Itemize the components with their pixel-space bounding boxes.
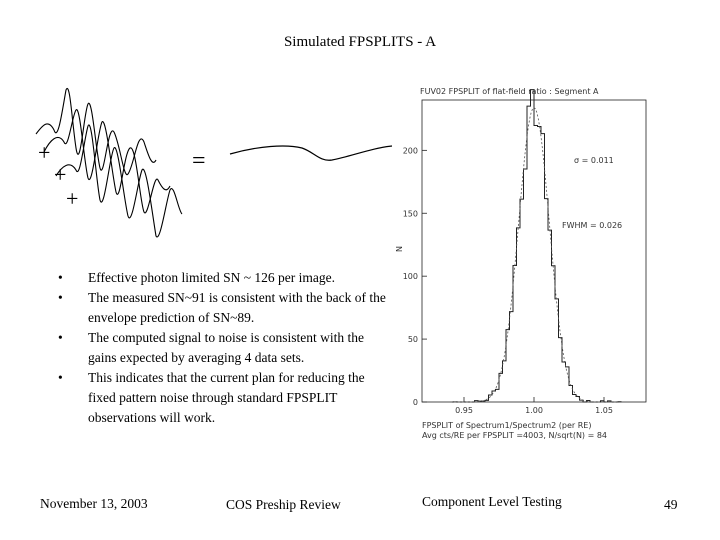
y-tick-label: 100: [403, 272, 418, 281]
x-tick-label: 1.00: [525, 406, 543, 415]
bullet-list: Effective photon limited SN ~ 126 per im…: [56, 268, 386, 428]
y-axis-ticks: 0 50 100 150 200: [403, 146, 427, 407]
fwhm-annotation: FWHM = 0.026: [562, 221, 622, 230]
bullet-item: This indicates that the current plan for…: [56, 368, 386, 428]
plus-sign-1: +: [38, 140, 50, 165]
slide-title: Simulated FPSPLITS - A: [283, 34, 437, 50]
plus-sign-3: +: [66, 186, 78, 211]
bullet-item: Effective photon limited SN ~ 126 per im…: [56, 268, 386, 288]
smooth-waveform: [229, 145, 393, 161]
bullet-item: The computed signal to noise is consiste…: [56, 328, 386, 368]
y-tick-label: 150: [403, 209, 418, 218]
footer-section: Component Level Testing: [422, 494, 562, 509]
x-tick-label: 1.05: [595, 406, 613, 415]
footer-date: November 13, 2003: [40, 496, 148, 511]
x-tick-label: 0.95: [455, 406, 473, 415]
y-tick-label: 50: [408, 335, 418, 344]
histogram-caption: Avg cts/RE per FPSPLIT =4003, N/sqrt(N) …: [422, 431, 607, 440]
gaussian-fit-curve: [450, 107, 618, 403]
waveform-3: [55, 124, 183, 238]
histogram-figure: FUV02 FPSPLIT of flat-field ratio : Segm…: [395, 87, 647, 440]
bullet-item: The measured SN~91 is consistent with th…: [56, 288, 386, 328]
y-tick-label: 200: [403, 146, 418, 155]
histogram-steps: [450, 89, 622, 403]
waveform-2: [43, 109, 171, 214]
histogram-xlabel: FPSPLIT of Spectrum1/Spectrum2 (per RE): [422, 421, 591, 430]
sigma-annotation: σ = 0.011: [574, 156, 614, 165]
footer-page-number: 49: [664, 497, 678, 512]
noisy-waveforms: [35, 87, 183, 238]
waveform-1: [35, 87, 157, 175]
equals-sign: =: [192, 148, 206, 174]
histogram-frame: [421, 99, 647, 403]
footer-review: COS Preship Review: [226, 497, 341, 512]
y-tick-label: 0: [413, 398, 418, 407]
x-axis-ticks: 0.95 1.00 1.05: [455, 397, 613, 415]
plus-sign-2: +: [54, 162, 66, 187]
histogram-title: FUV02 FPSPLIT of flat-field ratio : Segm…: [420, 87, 599, 96]
wave-sum-diagram: + + + =: [35, 87, 393, 238]
histogram-ylabel: N: [395, 246, 404, 252]
plus-signs: + + +: [38, 140, 78, 211]
